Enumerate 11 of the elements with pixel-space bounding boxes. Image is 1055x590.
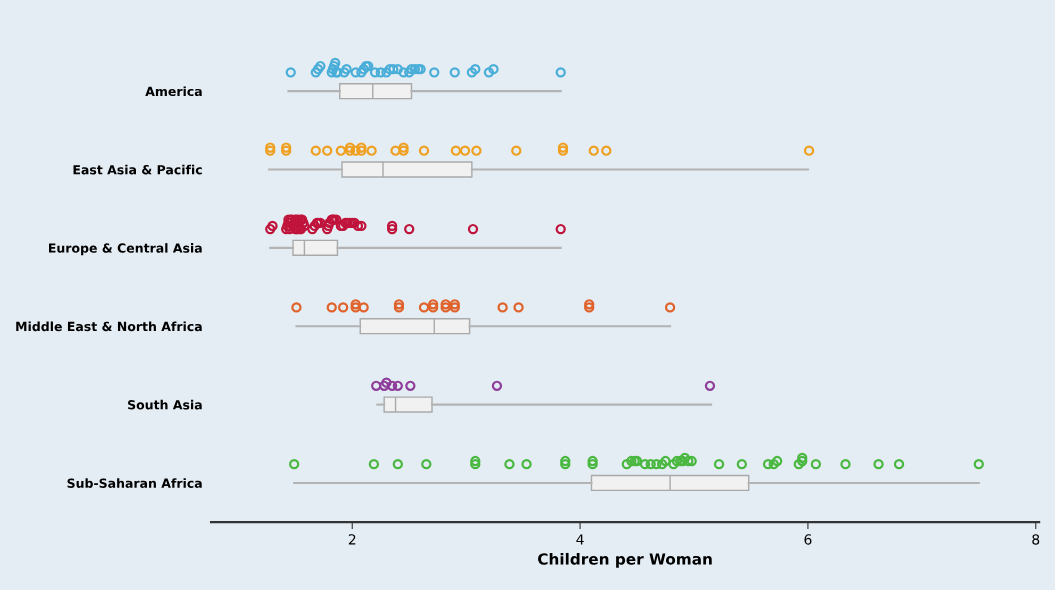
x-tick-label: 8: [1032, 534, 1040, 545]
y-tick-label: Middle East & North Africa: [16, 321, 202, 332]
x-tick-label: 6: [804, 534, 812, 545]
x-axis-title: Children per Woman: [538, 552, 712, 568]
x-tick-label: 2: [348, 534, 356, 545]
y-tick-label: America: [145, 86, 202, 97]
y-tick-label: East Asia & Pacific: [73, 164, 202, 175]
x-tick-label: 4: [576, 534, 584, 545]
y-tick-label: Sub-Saharan Africa: [67, 478, 202, 488]
y-tick-label: South Asia: [128, 399, 202, 410]
y-tick-label: Europe & Central Asia: [49, 243, 202, 256]
